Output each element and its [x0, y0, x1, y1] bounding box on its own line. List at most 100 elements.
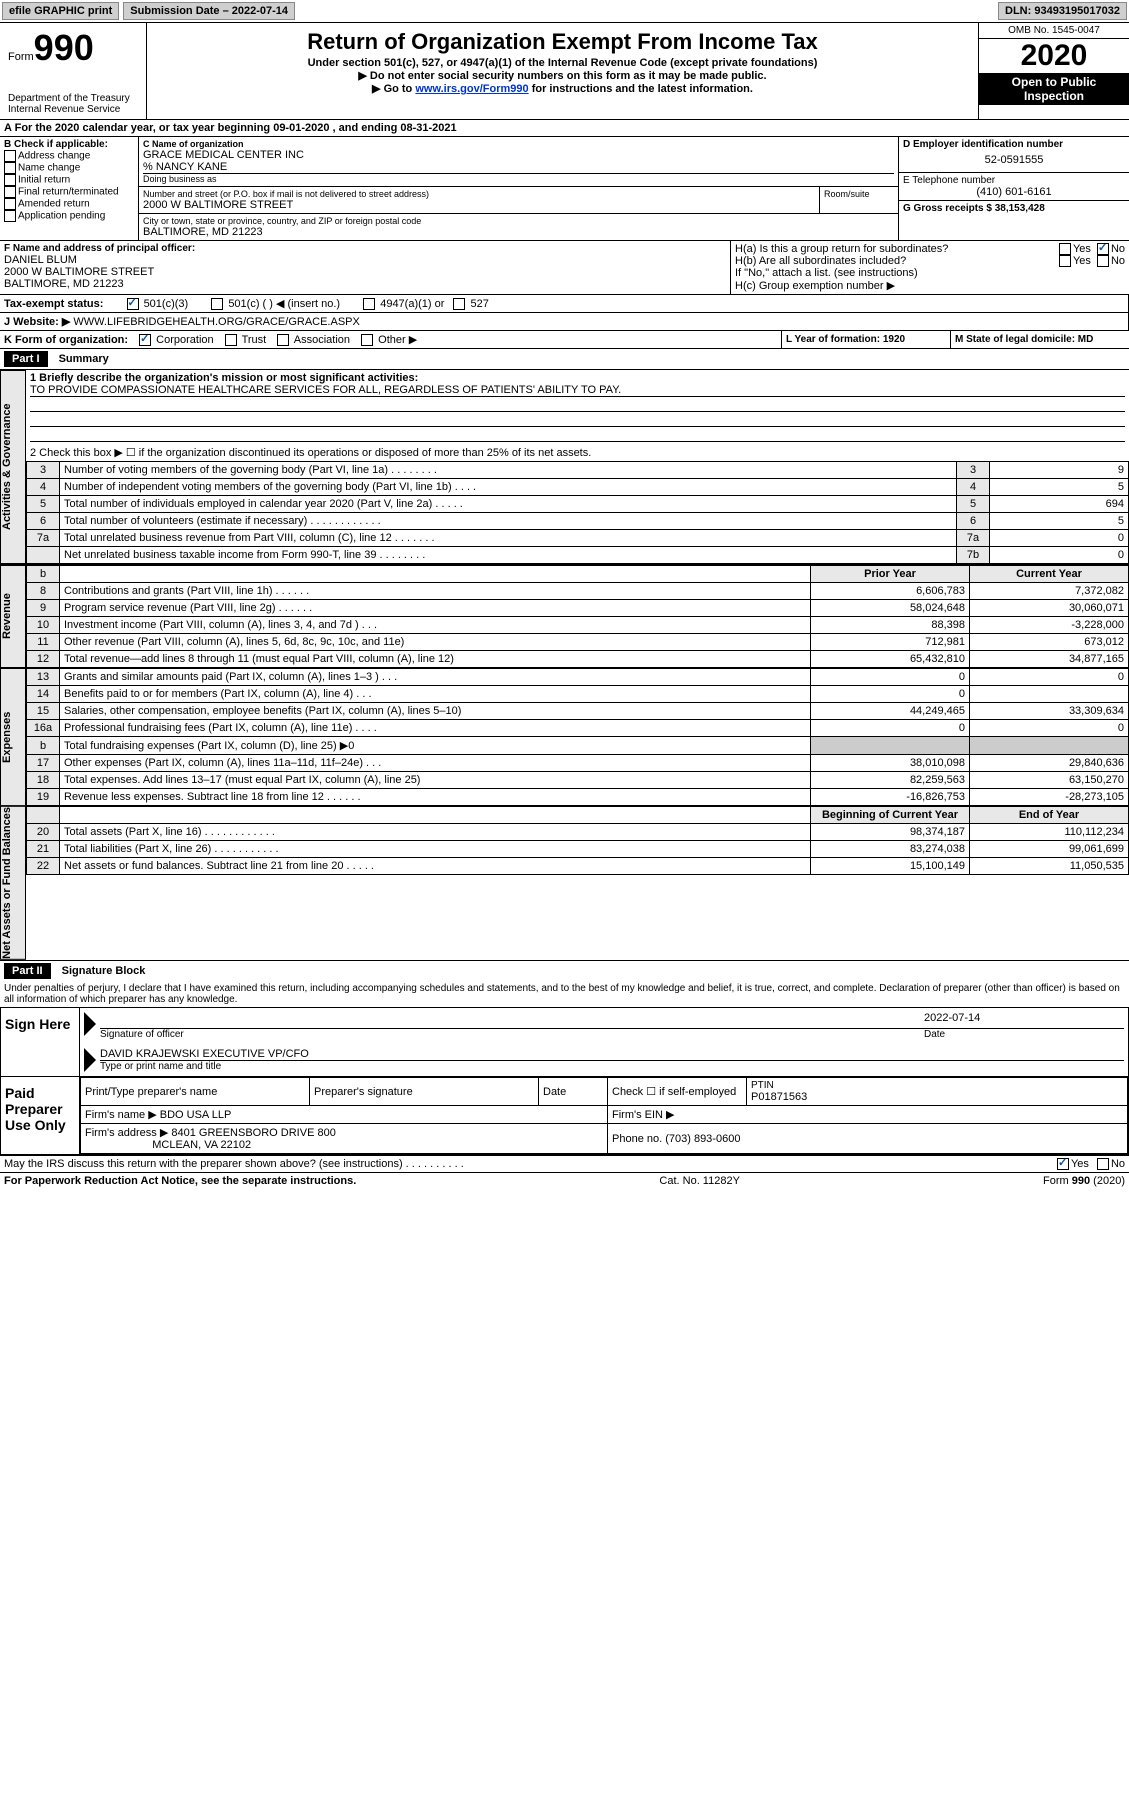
line-text: Program service revenue (Part VIII, line… — [60, 600, 811, 617]
shaded — [811, 737, 970, 755]
submission-date: Submission Date – 2022-07-14 — [123, 2, 295, 20]
officer-signature-line[interactable] — [100, 1012, 924, 1028]
website-row: J Website: ▶ WWW.LIFEBRIDGEHEALTH.ORG/GR… — [0, 312, 1129, 330]
ha-yes[interactable] — [1059, 243, 1071, 255]
line-value: 5 — [990, 513, 1129, 530]
line-value: 9 — [990, 462, 1129, 479]
footer-form-pre: Form — [1043, 1175, 1072, 1187]
form-org-row: K Form of organization: Corporation Trus… — [0, 330, 1129, 348]
instruction-2: ▶ Go to www.irs.gov/Form990 for instruct… — [155, 82, 970, 95]
org-name-label: C Name of organization — [143, 139, 894, 149]
q1-answer: TO PROVIDE COMPASSIONATE HEALTHCARE SERV… — [30, 384, 1125, 397]
line-num: 11 — [27, 634, 60, 651]
street-label: Number and street (or P.O. box if mail i… — [143, 189, 815, 199]
cb-501c3[interactable] — [127, 298, 139, 310]
line-text: Salaries, other compensation, employee b… — [60, 703, 811, 720]
dba-label: Doing business as — [143, 174, 894, 184]
firm-name: BDO USA LLP — [160, 1109, 232, 1121]
checkbox-address-change[interactable] — [4, 150, 16, 162]
checkbox-amended[interactable] — [4, 198, 16, 210]
cb-501c[interactable] — [211, 298, 223, 310]
expenses-table: 13 Grants and similar amounts paid (Part… — [26, 668, 1129, 806]
cb-corp[interactable] — [139, 334, 151, 346]
tax-exempt-row: Tax-exempt status: 501(c)(3) 501(c) ( ) … — [0, 294, 1129, 312]
room-label: Room/suite — [824, 189, 894, 199]
cb-527[interactable] — [453, 298, 465, 310]
ha-yes-label: Yes — [1073, 243, 1091, 255]
line-box: 5 — [957, 496, 990, 513]
phone-label: E Telephone number — [903, 175, 1125, 186]
discuss-yes-label: Yes — [1071, 1158, 1089, 1170]
line-text: Number of voting members of the governin… — [60, 462, 957, 479]
eoy-head: End of Year — [970, 807, 1129, 824]
header-title-block: Return of Organization Exempt From Incom… — [147, 23, 979, 119]
boy-head: Beginning of Current Year — [811, 807, 970, 824]
eoy-value: 99,061,699 — [970, 841, 1129, 858]
cb-assoc[interactable] — [277, 334, 289, 346]
line-num: 21 — [27, 841, 60, 858]
inst2-pre: ▶ Go to — [372, 83, 415, 95]
line-text: Total unrelated business revenue from Pa… — [60, 530, 957, 547]
current-value: 29,840,636 — [970, 755, 1129, 772]
inst2-post: for instructions and the latest informat… — [529, 83, 753, 95]
prior-value: 58,024,648 — [811, 600, 970, 617]
footer-form-num: 990 — [1072, 1175, 1090, 1187]
page-footer: For Paperwork Reduction Act Notice, see … — [0, 1172, 1129, 1189]
part2-title: Signature Block — [62, 965, 146, 977]
checkbox-initial[interactable] — [4, 174, 16, 186]
checkbox-name-change[interactable] — [4, 162, 16, 174]
hb-no[interactable] — [1097, 255, 1109, 267]
cb-4947[interactable] — [363, 298, 375, 310]
ha-no[interactable] — [1097, 243, 1109, 255]
omb-number: OMB No. 1545-0047 — [979, 23, 1129, 39]
boy-value: 15,100,149 — [811, 858, 970, 875]
officer-street: 2000 W BALTIMORE STREET — [4, 266, 726, 278]
discuss-yes[interactable] — [1057, 1158, 1069, 1170]
box-c: C Name of organization GRACE MEDICAL CEN… — [139, 137, 899, 240]
sign-here-block: Sign Here 2022-07-14 Signature of office… — [0, 1007, 1129, 1077]
hb-yes[interactable] — [1059, 255, 1071, 267]
net-assets-table: Beginning of Current Year End of Year20 … — [26, 806, 1129, 875]
arrow-icon-2 — [84, 1048, 96, 1072]
line-box: 7b — [957, 547, 990, 564]
firm-ein-label: Firm's EIN ▶ — [608, 1106, 1128, 1124]
prior-value: 88,398 — [811, 617, 970, 634]
discuss-text: May the IRS discuss this return with the… — [4, 1158, 1057, 1170]
box-h: H(a) Is this a group return for subordin… — [731, 241, 1129, 294]
form-subtitle: Under section 501(c), 527, or 4947(a)(1)… — [155, 57, 970, 69]
checkbox-final[interactable] — [4, 186, 16, 198]
q2-text: 2 Check this box ▶ ☐ if the organization… — [30, 446, 1125, 459]
website-label: J Website: ▶ — [4, 316, 70, 328]
line-text: Net unrelated business taxable income fr… — [60, 547, 957, 564]
opt-amended: Amended return — [18, 199, 90, 210]
ptin-value: P01871563 — [751, 1091, 1123, 1103]
current-value: 33,309,634 — [970, 703, 1129, 720]
line-text: Other expenses (Part IX, column (A), lin… — [60, 755, 811, 772]
taxexempt-label: Tax-exempt status: — [4, 298, 103, 310]
irs-link[interactable]: www.irs.gov/Form990 — [415, 83, 528, 95]
discuss-row: May the IRS discuss this return with the… — [0, 1155, 1129, 1172]
box-b: B Check if applicable: Address change Na… — [0, 137, 139, 240]
prior-value: 82,259,563 — [811, 772, 970, 789]
cb-other[interactable] — [361, 334, 373, 346]
right-info-block: D Employer identification number 52-0591… — [899, 137, 1129, 240]
prior-value: 0 — [811, 669, 970, 686]
cb-trust[interactable] — [225, 334, 237, 346]
org-name: GRACE MEDICAL CENTER INC — [143, 149, 894, 161]
entity-info-row: B Check if applicable: Address change Na… — [0, 136, 1129, 240]
checkbox-pending[interactable] — [4, 210, 16, 222]
opt-address-change: Address change — [18, 151, 90, 162]
gross-receipts: G Gross receipts $ 38,153,428 — [899, 201, 1129, 216]
form-id-block: Form990 Department of the Treasury Inter… — [0, 23, 147, 119]
discuss-no[interactable] — [1097, 1158, 1109, 1170]
prior-value: 712,981 — [811, 634, 970, 651]
line-num: 3 — [27, 462, 60, 479]
line-text: Total fundraising expenses (Part IX, col… — [60, 737, 811, 755]
h-c: H(c) Group exemption number ▶ — [735, 279, 1125, 292]
line-num: 20 — [27, 824, 60, 841]
sig-date-label: Date — [924, 1029, 1124, 1040]
line-text: Contributions and grants (Part VIII, lin… — [60, 583, 811, 600]
ein-value: 52-0591555 — [903, 150, 1125, 170]
line-num: 7a — [27, 530, 60, 547]
lbl-trust: Trust — [242, 334, 267, 346]
